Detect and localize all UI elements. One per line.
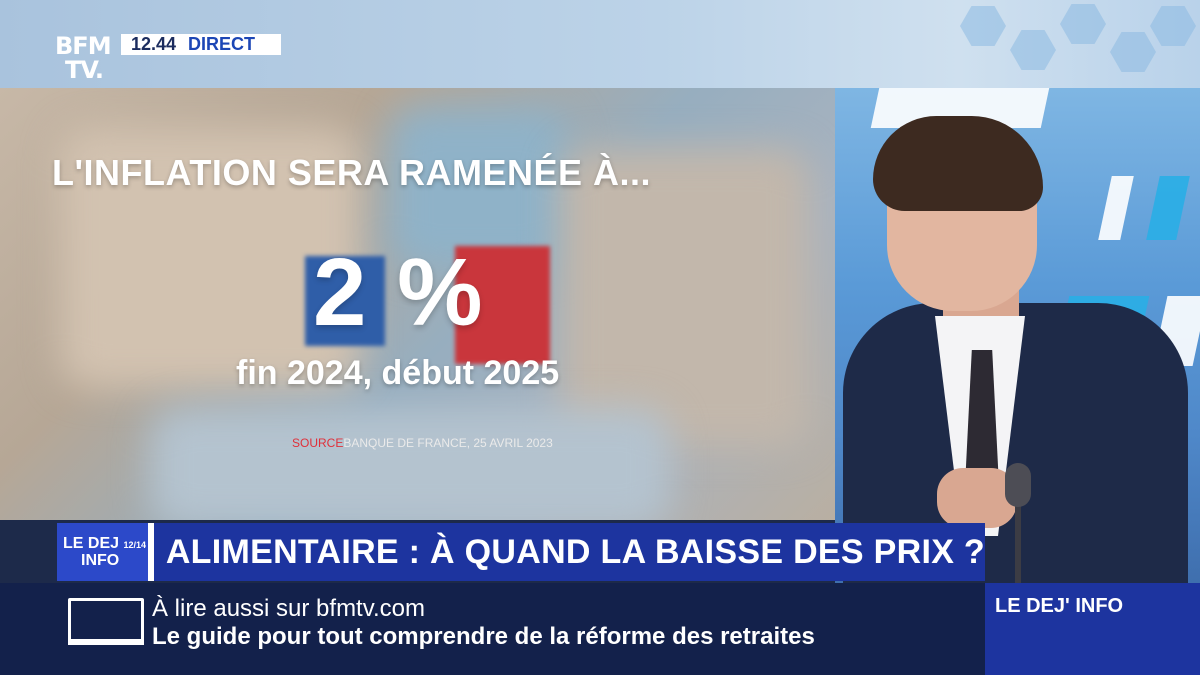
presenter-video — [835, 88, 1200, 583]
headline-banner: LE DEJ 12/14 INFO ALIMENTAIRE : À QUAND … — [57, 523, 985, 581]
clock-time: 12.44 — [131, 34, 177, 54]
hex-decoration — [1110, 32, 1156, 72]
background-blur — [390, 108, 570, 268]
ticker-bar: À lire aussi sur bfmtv.com Le guide pour… — [0, 583, 985, 675]
background-blur — [560, 148, 810, 448]
inflation-target-value: 2 % — [313, 239, 485, 346]
show-name-part2: INFO — [81, 551, 120, 569]
ticker-intro: À lire aussi sur bfmtv.com — [152, 595, 425, 622]
show-hours: 12/14 — [123, 539, 146, 550]
monitor-icon — [68, 598, 144, 644]
live-label: DIRECT — [188, 34, 256, 54]
inflation-graphic: L'INFLATION SERA RAMENÉE À... 2 % fin 20… — [0, 88, 835, 520]
logo-line2: TV. — [65, 56, 104, 84]
program-badge: LE DEJ' INFO — [985, 583, 1200, 675]
hex-decoration — [1060, 4, 1106, 44]
source-label: SOURCE — [292, 436, 344, 450]
show-name-part1: LE DEJ — [63, 534, 120, 552]
hex-decoration — [1150, 6, 1196, 46]
monitor-base-icon — [68, 639, 144, 645]
graphic-title: L'INFLATION SERA RAMENÉE À... — [52, 152, 652, 193]
logo-line1: BFM — [55, 32, 112, 60]
microphone-stand — [1015, 483, 1021, 583]
presenter-hair — [873, 116, 1043, 211]
show-logo: LE DEJ 12/14 INFO — [57, 523, 154, 581]
background-blur — [150, 408, 670, 520]
headline-text: ALIMENTAIRE : À QUAND LA BAISSE DES PRIX… — [165, 532, 985, 571]
show-logo-line1: LE DEJ 12/14 — [63, 534, 148, 553]
hex-decoration — [960, 6, 1006, 46]
microphone-icon — [1005, 463, 1031, 507]
source-line: SOURCEBANQUE DE FRANCE, 25 AVRIL 2023 — [292, 436, 553, 450]
presenter-hand — [937, 468, 1017, 528]
time-live-badge: 12.44 DIRECT — [121, 34, 281, 55]
flag-red-stripe — [455, 246, 550, 364]
set-light-panel — [1146, 176, 1190, 240]
flag-blue-stripe — [305, 256, 385, 346]
ticker-article-title: Le guide pour tout comprendre de la réfo… — [152, 623, 815, 650]
bfmtv-logo: BFM TV. — [55, 34, 119, 86]
source-text: BANQUE DE FRANCE, 25 AVRIL 2023 — [343, 436, 553, 450]
set-light-panel — [1098, 176, 1134, 240]
target-period: fin 2024, début 2025 — [236, 354, 560, 392]
hex-decoration — [1010, 30, 1056, 70]
program-badge-label: LE DEJ' INFO — [995, 595, 1124, 617]
